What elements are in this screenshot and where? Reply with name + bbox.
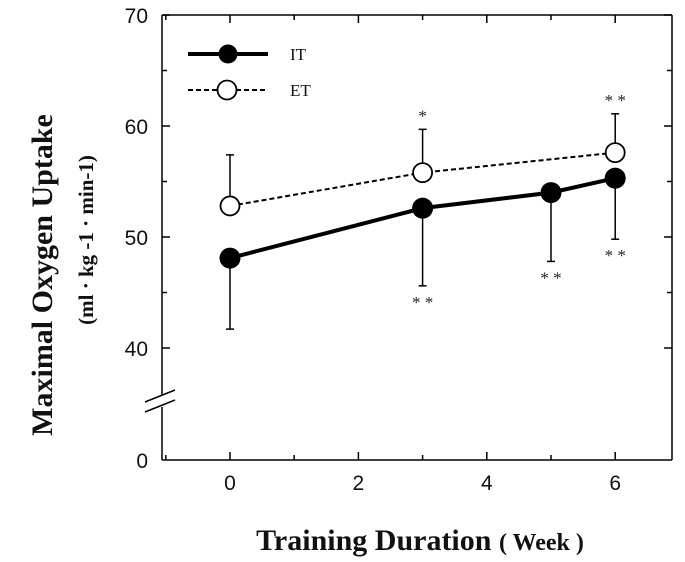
it-significance-label: * *	[605, 246, 626, 265]
x-tick-label: 2	[353, 472, 365, 495]
legend-it-marker	[218, 44, 238, 64]
x-axis-title: Training Duration ( Week )	[256, 524, 584, 557]
y-axis-unit: (ml · kg -1 · min-1)	[74, 155, 98, 325]
y-tick-label: 60	[125, 116, 148, 139]
it-line	[229, 176, 616, 261]
it-point	[604, 167, 626, 189]
et-point	[412, 162, 434, 184]
y-tick-label: 50	[125, 227, 148, 250]
axis-break-mark	[144, 389, 176, 413]
x-tick-label: 4	[481, 472, 493, 495]
et-significance-label: * *	[605, 91, 626, 110]
y-axis-title: Maximal Oxygen Uptake	[26, 114, 59, 436]
legend-et-marker	[216, 79, 238, 101]
it-point	[219, 247, 241, 269]
y-tick-label: 70	[125, 5, 148, 28]
x-tick-label: 6	[609, 472, 621, 495]
et-point	[219, 195, 241, 217]
it-point	[540, 182, 562, 204]
y-tick-label: 0	[136, 450, 148, 473]
it-point	[412, 197, 434, 219]
legend-et-label: ET	[290, 81, 311, 100]
et-significance-label: *	[418, 106, 427, 125]
it-significance-label: * *	[412, 293, 433, 312]
legend-it-label: IT	[290, 45, 307, 64]
y-tick-label: 40	[125, 338, 148, 361]
et-point	[604, 142, 626, 164]
x-tick-label: 0	[224, 472, 236, 495]
legend: IT ET	[188, 44, 311, 101]
it-significance-label: * *	[540, 268, 561, 287]
